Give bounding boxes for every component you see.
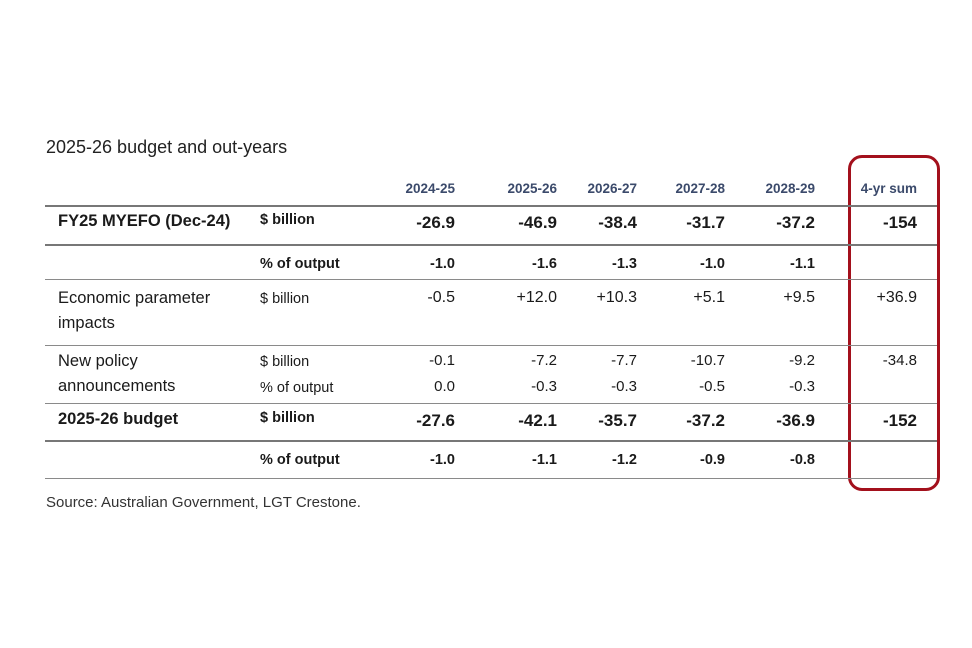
value-cell: -0.5	[427, 289, 455, 306]
source-note: Source: Australian Government, LGT Crest…	[46, 494, 361, 511]
four-year-sum-highlight-box	[848, 155, 940, 491]
value-cell: -37.2	[686, 411, 725, 430]
value-cell: -1.0	[430, 256, 455, 272]
value-cell: -9.2	[789, 352, 815, 369]
row-divider	[45, 440, 937, 442]
value-cell: -0.3	[531, 378, 557, 395]
column-header: 2024-25	[405, 181, 455, 196]
value-cell: -0.3	[611, 378, 637, 395]
row-divider	[45, 205, 937, 207]
table-title: 2025-26 budget and out-years	[46, 137, 288, 157]
value-cell: +9.5	[783, 289, 815, 306]
row-label: New policy	[58, 352, 138, 370]
value-cell: 0.0	[434, 378, 455, 395]
value-cell: -154	[882, 213, 917, 232]
value-cell: -1.3	[612, 256, 637, 272]
value-cell: -35.7	[598, 411, 637, 430]
value-cell: -1.1	[790, 256, 815, 272]
unit-label: $ billion	[260, 291, 310, 307]
unit-label: $ billion	[260, 410, 315, 426]
value-cell: +12.0	[516, 289, 557, 306]
value-cell: -1.0	[700, 256, 725, 272]
unit-label: % of output	[260, 256, 340, 272]
column-header: 2028-29	[765, 181, 815, 196]
value-cell: -0.1	[429, 352, 455, 369]
row-divider	[45, 244, 937, 246]
value-cell: -1.1	[532, 452, 557, 468]
value-cell: -1.2	[612, 452, 637, 468]
value-cell: -0.9	[700, 452, 725, 468]
value-cell: -0.8	[790, 452, 815, 468]
value-cell: -42.1	[518, 411, 557, 430]
row-label: FY25 MYEFO (Dec-24)	[58, 212, 231, 230]
value-cell: -37.2	[776, 213, 815, 232]
value-cell: -34.8	[882, 352, 917, 369]
row-label: announcements	[58, 377, 176, 395]
unit-label: $ billion	[260, 212, 315, 228]
value-cell: -10.7	[690, 352, 725, 369]
column-header: 2026-27	[587, 181, 637, 196]
unit-label: % of output	[260, 452, 340, 468]
column-header: 2025-26	[507, 181, 557, 196]
value-cell: -38.4	[598, 213, 637, 232]
value-cell: +5.1	[693, 289, 725, 306]
value-cell: -7.7	[611, 352, 637, 369]
row-label: impacts	[58, 314, 115, 332]
unit-label: $ billion	[260, 354, 310, 370]
row-divider	[45, 403, 937, 404]
value-cell: +10.3	[596, 289, 637, 306]
unit-label: % of output	[260, 380, 334, 396]
value-cell: -0.5	[699, 378, 725, 395]
row-divider	[45, 345, 937, 346]
column-header: 2027-28	[675, 181, 725, 196]
value-cell: -27.6	[416, 411, 455, 430]
value-cell: -36.9	[776, 411, 815, 430]
value-cell: -7.2	[531, 352, 557, 369]
value-cell: +36.9	[876, 289, 917, 306]
value-cell: -46.9	[518, 213, 557, 232]
value-cell: -0.3	[789, 378, 815, 395]
row-divider	[45, 478, 937, 479]
row-label: 2025-26 budget	[58, 410, 179, 428]
value-cell: -1.0	[430, 452, 455, 468]
row-divider	[45, 279, 937, 280]
value-cell: -26.9	[416, 213, 455, 232]
column-header: 4-yr sum	[860, 181, 917, 196]
value-cell: -31.7	[686, 213, 725, 232]
value-cell: -152	[882, 411, 917, 430]
value-cell: -1.6	[532, 256, 557, 272]
row-label: Economic parameter	[58, 289, 211, 307]
